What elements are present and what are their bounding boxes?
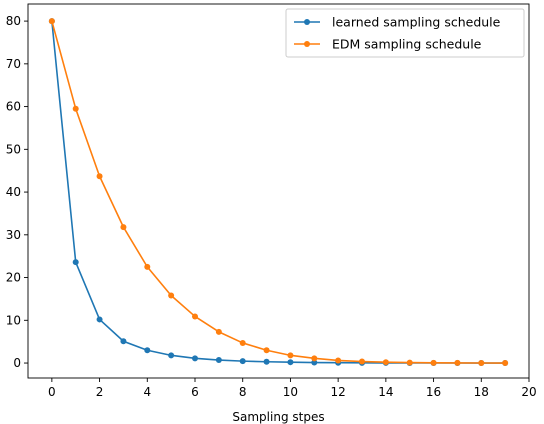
plot-area: [48, 18, 509, 367]
data-point: [144, 263, 151, 270]
y-tick-label: 60: [6, 100, 21, 114]
data-point: [192, 313, 198, 320]
x-tick-label: 2: [96, 385, 104, 399]
series-line-1: [51, 21, 506, 364]
x-tick-label: 6: [191, 385, 199, 399]
data-point: [215, 328, 222, 335]
legend-marker: [304, 19, 310, 25]
legend-entry-label: EDM sampling schedule: [332, 37, 482, 52]
x-tick-label: 10: [283, 385, 298, 399]
y-tick-label: 0: [13, 356, 21, 370]
data-point: [287, 359, 294, 366]
legend-marker: [304, 41, 310, 47]
x-tick-label: 20: [521, 385, 536, 399]
x-tick-label: 8: [239, 385, 247, 399]
x-tick-label: 0: [48, 385, 56, 399]
y-tick-label: 70: [6, 57, 21, 71]
data-point: [263, 347, 270, 354]
series-line-2: [51, 20, 506, 364]
data-point: [215, 357, 222, 364]
data-point: [192, 355, 198, 362]
data-point: [72, 105, 79, 112]
data-point: [454, 359, 461, 366]
data-point: [406, 359, 413, 366]
x-tick-label: 12: [331, 385, 346, 399]
axes: 0 2 4 6 8 10 12 14 16 18 20 0 10 20 30 40 50 60 70 80: [6, 3, 537, 399]
x-axis-label: Sampling stpes: [232, 410, 324, 424]
data-point: [502, 360, 509, 367]
data-point: [239, 339, 246, 346]
data-point: [311, 355, 318, 362]
data-point: [120, 224, 127, 231]
legend-entry-label: learned sampling schedule: [332, 15, 501, 30]
x-tick-label: 4: [143, 385, 151, 399]
plot-frame: [27, 3, 530, 379]
data-point: [359, 358, 365, 365]
y-tick-label: 40: [6, 185, 21, 199]
data-point: [287, 352, 294, 359]
data-point: [382, 359, 389, 366]
data-point: [335, 357, 342, 364]
data-point: [239, 358, 246, 365]
data-point: [168, 352, 175, 359]
y-tick-label: 10: [6, 313, 21, 327]
x-tick-label: 14: [378, 385, 393, 399]
data-point: [96, 173, 103, 180]
data-point: [120, 338, 127, 345]
data-point: [430, 359, 437, 366]
y-tick-label: 80: [6, 14, 21, 28]
y-tick-label: 30: [6, 228, 21, 242]
y-tick-label: 20: [6, 271, 21, 285]
x-tick-label: 18: [474, 385, 489, 399]
x-tick-label: 16: [426, 385, 441, 399]
data-point: [96, 316, 103, 323]
legend-box: [285, 8, 525, 58]
data-point: [478, 360, 485, 366]
data-point: [48, 18, 55, 25]
y-tick-label: 50: [6, 142, 21, 156]
data-point: [72, 259, 79, 266]
data-point: [168, 292, 175, 299]
data-point: [144, 347, 151, 354]
data-point: [263, 358, 270, 365]
data-point: [311, 359, 318, 366]
legend: learned sampling schedule EDM sampling sc…: [285, 8, 525, 58]
